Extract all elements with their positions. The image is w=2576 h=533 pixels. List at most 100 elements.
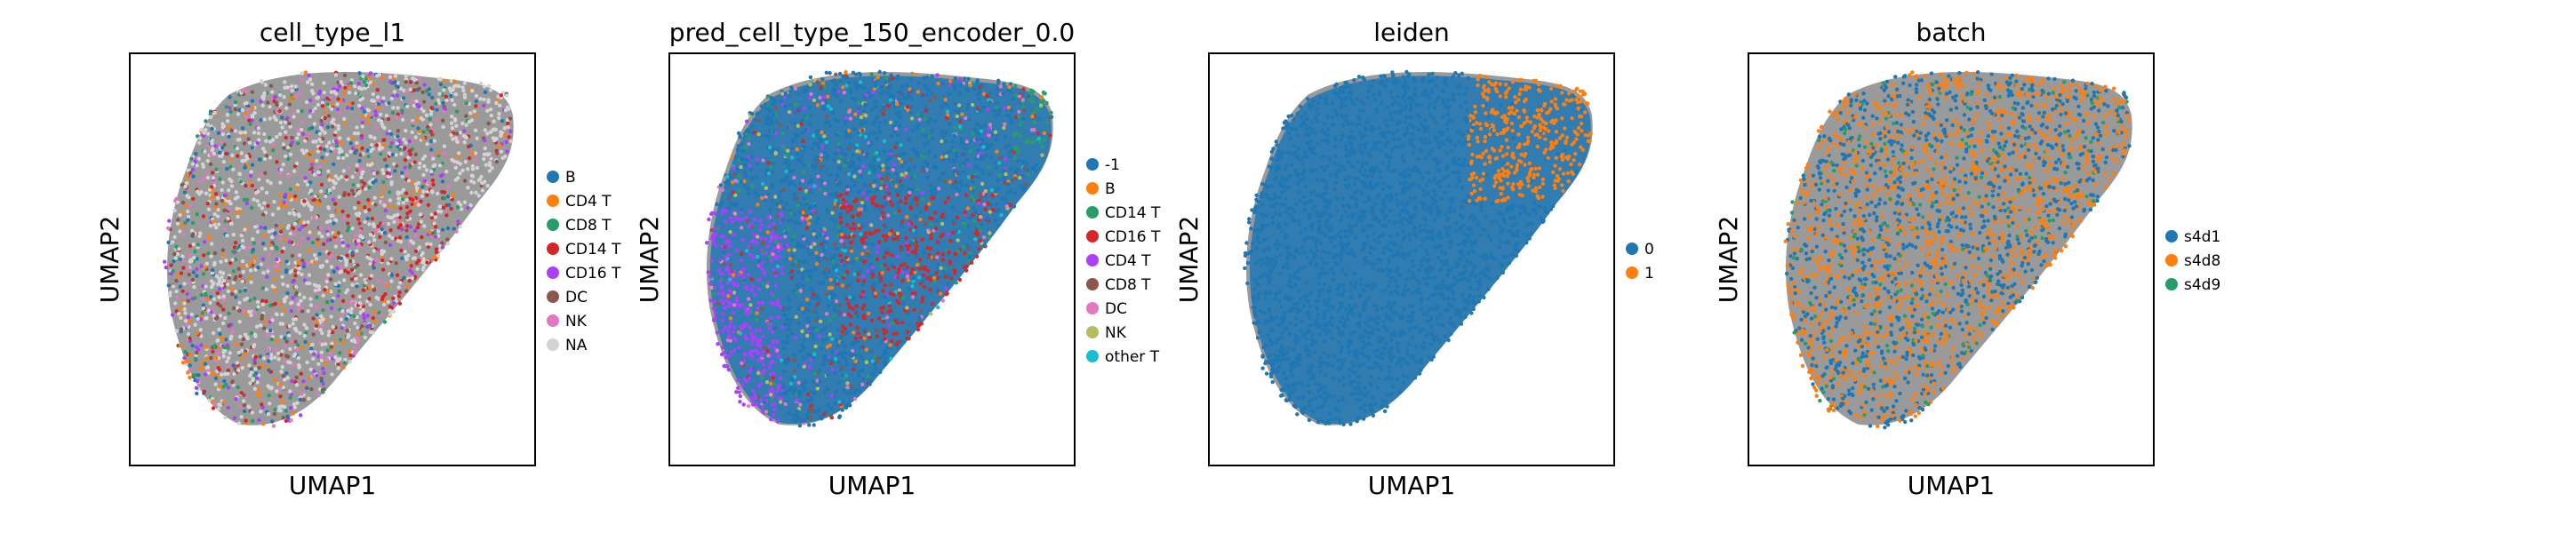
cell-point <box>345 228 350 233</box>
cell-point <box>294 290 299 295</box>
cell-point <box>400 227 404 232</box>
cell-point <box>452 102 457 107</box>
cell-point <box>396 106 400 110</box>
cell-point <box>981 105 987 109</box>
cell-point <box>875 356 879 361</box>
cell-point <box>1032 120 1037 125</box>
cell-point <box>1021 108 1027 113</box>
x-axis-label: UMAP1 <box>289 471 377 500</box>
cell-point <box>212 110 217 115</box>
cell-point <box>315 295 319 299</box>
cell-point <box>903 127 908 131</box>
cell-point <box>252 197 256 202</box>
cell-point <box>260 298 265 303</box>
cell-point <box>361 313 366 317</box>
cell-point <box>727 301 732 306</box>
cell-point <box>792 175 796 180</box>
cell-point <box>792 358 796 363</box>
cell-point <box>785 174 789 179</box>
cell-point <box>235 146 240 151</box>
cell-point <box>859 115 864 120</box>
cell-point <box>718 183 724 187</box>
cell-point <box>325 290 331 294</box>
cell-point <box>268 84 274 88</box>
cell-point <box>432 255 436 260</box>
cell-point <box>312 172 316 177</box>
cell-point <box>764 237 768 242</box>
cell-point <box>237 171 242 176</box>
cell-point <box>740 274 745 279</box>
cell-point <box>975 165 980 171</box>
cell-point <box>945 113 950 117</box>
cell-point <box>849 240 853 245</box>
cell-point <box>339 317 344 322</box>
cell-point <box>989 142 994 147</box>
cell-point <box>799 122 804 127</box>
cell-point <box>260 405 265 410</box>
cell-point <box>849 391 853 396</box>
cell-point <box>869 223 874 227</box>
cell-point <box>330 330 335 335</box>
cell-point <box>326 169 331 173</box>
cell-point <box>1013 131 1019 136</box>
cell-point <box>841 197 845 202</box>
cell-point <box>433 211 437 216</box>
cell-point <box>860 150 865 155</box>
cell-point <box>810 389 814 394</box>
cell-point <box>940 232 945 237</box>
cell-point <box>252 255 257 259</box>
cell-point <box>212 281 216 285</box>
cell-point <box>319 182 324 187</box>
cell-point <box>812 184 817 188</box>
cell-point <box>296 131 300 137</box>
cell-point <box>932 154 938 159</box>
cell-point <box>811 379 816 384</box>
cell-point <box>340 340 345 345</box>
cell-point <box>774 202 779 206</box>
cell-point <box>223 227 228 232</box>
cell-point <box>971 188 976 194</box>
cell-point <box>873 366 877 370</box>
cell-point <box>798 402 803 407</box>
cell-point <box>875 136 879 140</box>
cell-point <box>339 265 343 269</box>
cell-point <box>746 297 751 301</box>
cell-point <box>440 179 445 184</box>
cell-point <box>288 389 292 394</box>
cell-point <box>948 122 952 126</box>
cell-point <box>445 237 450 242</box>
cell-point <box>1030 114 1035 119</box>
cell-point <box>177 247 181 251</box>
cell-point <box>463 160 468 164</box>
cell-point <box>856 330 860 336</box>
cell-point <box>172 235 177 239</box>
cell-point <box>889 338 894 344</box>
cell-point <box>837 179 842 184</box>
cell-point <box>337 150 342 155</box>
cell-point <box>1002 82 1006 86</box>
cell-point <box>844 191 849 196</box>
cell-point <box>784 357 788 362</box>
cell-point <box>462 81 467 85</box>
cell-point <box>238 334 243 339</box>
cell-point <box>483 90 488 94</box>
cell-point <box>219 259 223 264</box>
cell-point <box>818 187 822 193</box>
cell-point <box>396 134 400 139</box>
cell-point <box>330 372 334 377</box>
cell-point <box>859 232 863 236</box>
cell-point <box>357 294 362 299</box>
cell-point <box>446 195 451 199</box>
cell-point <box>260 79 264 84</box>
cell-point <box>362 316 366 321</box>
cell-point <box>980 181 985 187</box>
cell-point <box>747 273 751 277</box>
cell-point <box>392 219 396 224</box>
cell-point <box>347 349 352 354</box>
cell-point <box>397 301 403 306</box>
cell-point <box>772 246 777 251</box>
cell-point <box>781 346 786 350</box>
cell-point <box>400 256 404 260</box>
cell-point <box>469 118 474 123</box>
cell-point <box>884 76 889 81</box>
